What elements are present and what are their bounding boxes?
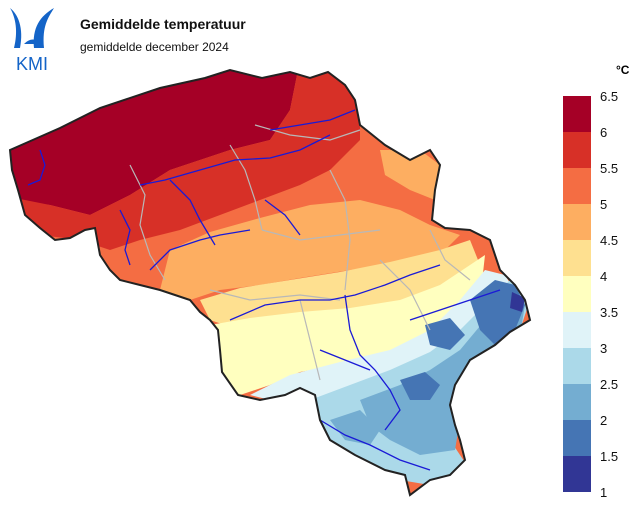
legend-band <box>563 96 591 132</box>
legend-unit: °C <box>616 63 630 77</box>
zone-1.5-2 <box>470 280 525 345</box>
belgium-temperature-map <box>9 69 531 496</box>
zone-1.5-2-c <box>425 318 465 350</box>
logo-text: KMI <box>16 54 48 74</box>
legend-tick-label: 6.5 <box>600 89 618 104</box>
legend-band <box>563 204 591 240</box>
zone-4-4.5 <box>200 240 480 330</box>
zone-3.5-4 <box>210 255 485 395</box>
legend-tick-label: 6 <box>600 125 607 140</box>
legend-band <box>563 240 591 276</box>
legend-band <box>563 168 591 204</box>
zone-4.5-5-east <box>380 150 440 200</box>
temperature-legend: °C 6.5 6 5.5 5 4.5 4 3.5 3 2.5 2 1.5 1 <box>563 63 630 500</box>
legend-tick-label: 3 <box>600 341 607 356</box>
legend-tick-label: 3.5 <box>600 305 618 320</box>
zone-6-6.5-coast <box>10 72 265 195</box>
legend-tick-label: 4.5 <box>600 233 618 248</box>
legend-tick-label: 4 <box>600 269 607 284</box>
legend-tick-label: 1.5 <box>600 449 618 464</box>
legend-band <box>563 456 591 492</box>
legend-ticks: 6.5 6 5.5 5 4.5 4 3.5 3 2.5 2 1.5 1 <box>600 89 618 500</box>
legend-band <box>563 312 591 348</box>
legend-band <box>563 384 591 420</box>
legend-band <box>563 420 591 456</box>
legend-tick-label: 5 <box>600 197 607 212</box>
zone-4.5-5 <box>160 200 460 300</box>
map-subtitle: gemiddelde december 2024 <box>80 40 229 54</box>
zone-3-3.5 <box>250 270 520 420</box>
zone-2-2.5-south <box>330 410 380 445</box>
zone-1.5-2-b <box>400 372 440 400</box>
rivers <box>27 109 501 471</box>
legend-tick-label: 1 <box>600 485 607 500</box>
legend-band <box>563 276 591 312</box>
legend-band <box>563 132 591 168</box>
legend-tick-label: 2 <box>600 413 607 428</box>
map-title: Gemiddelde temperatuur <box>80 16 246 32</box>
zone-2-2.5 <box>360 300 525 455</box>
legend-band <box>563 348 591 384</box>
legend-tick-label: 2.5 <box>600 377 618 392</box>
legend-tick-label: 5.5 <box>600 161 618 176</box>
zone-1-1.5 <box>510 292 525 312</box>
kmi-logo: KMI <box>10 8 54 74</box>
legend-bands <box>563 96 591 492</box>
